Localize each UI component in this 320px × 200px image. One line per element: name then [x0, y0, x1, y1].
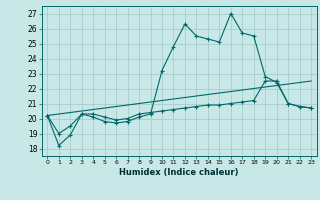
X-axis label: Humidex (Indice chaleur): Humidex (Indice chaleur) [119, 168, 239, 177]
